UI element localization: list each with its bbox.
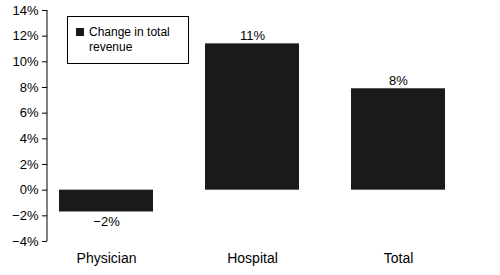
svg-text:6%: 6% [20, 105, 39, 120]
svg-text:8%: 8% [389, 73, 408, 88]
svg-text:−4%: −4% [12, 234, 39, 249]
svg-text:14%: 14% [12, 3, 38, 18]
svg-text:10%: 10% [12, 54, 38, 69]
svg-text:Physician: Physician [77, 250, 137, 266]
svg-text:Hospital: Hospital [227, 250, 278, 266]
svg-text:12%: 12% [12, 28, 38, 43]
svg-text:−2%: −2% [93, 214, 120, 229]
svg-text:−2%: −2% [12, 208, 39, 223]
svg-text:11%: 11% [240, 28, 265, 43]
svg-text:4%: 4% [20, 131, 39, 146]
svg-text:0%: 0% [20, 182, 39, 197]
svg-text:2%: 2% [20, 157, 39, 172]
svg-text:8%: 8% [20, 80, 39, 95]
html-text:Change in total revenue: Change in total revenue [89, 25, 170, 54]
svg-text:Total: Total [384, 250, 414, 266]
